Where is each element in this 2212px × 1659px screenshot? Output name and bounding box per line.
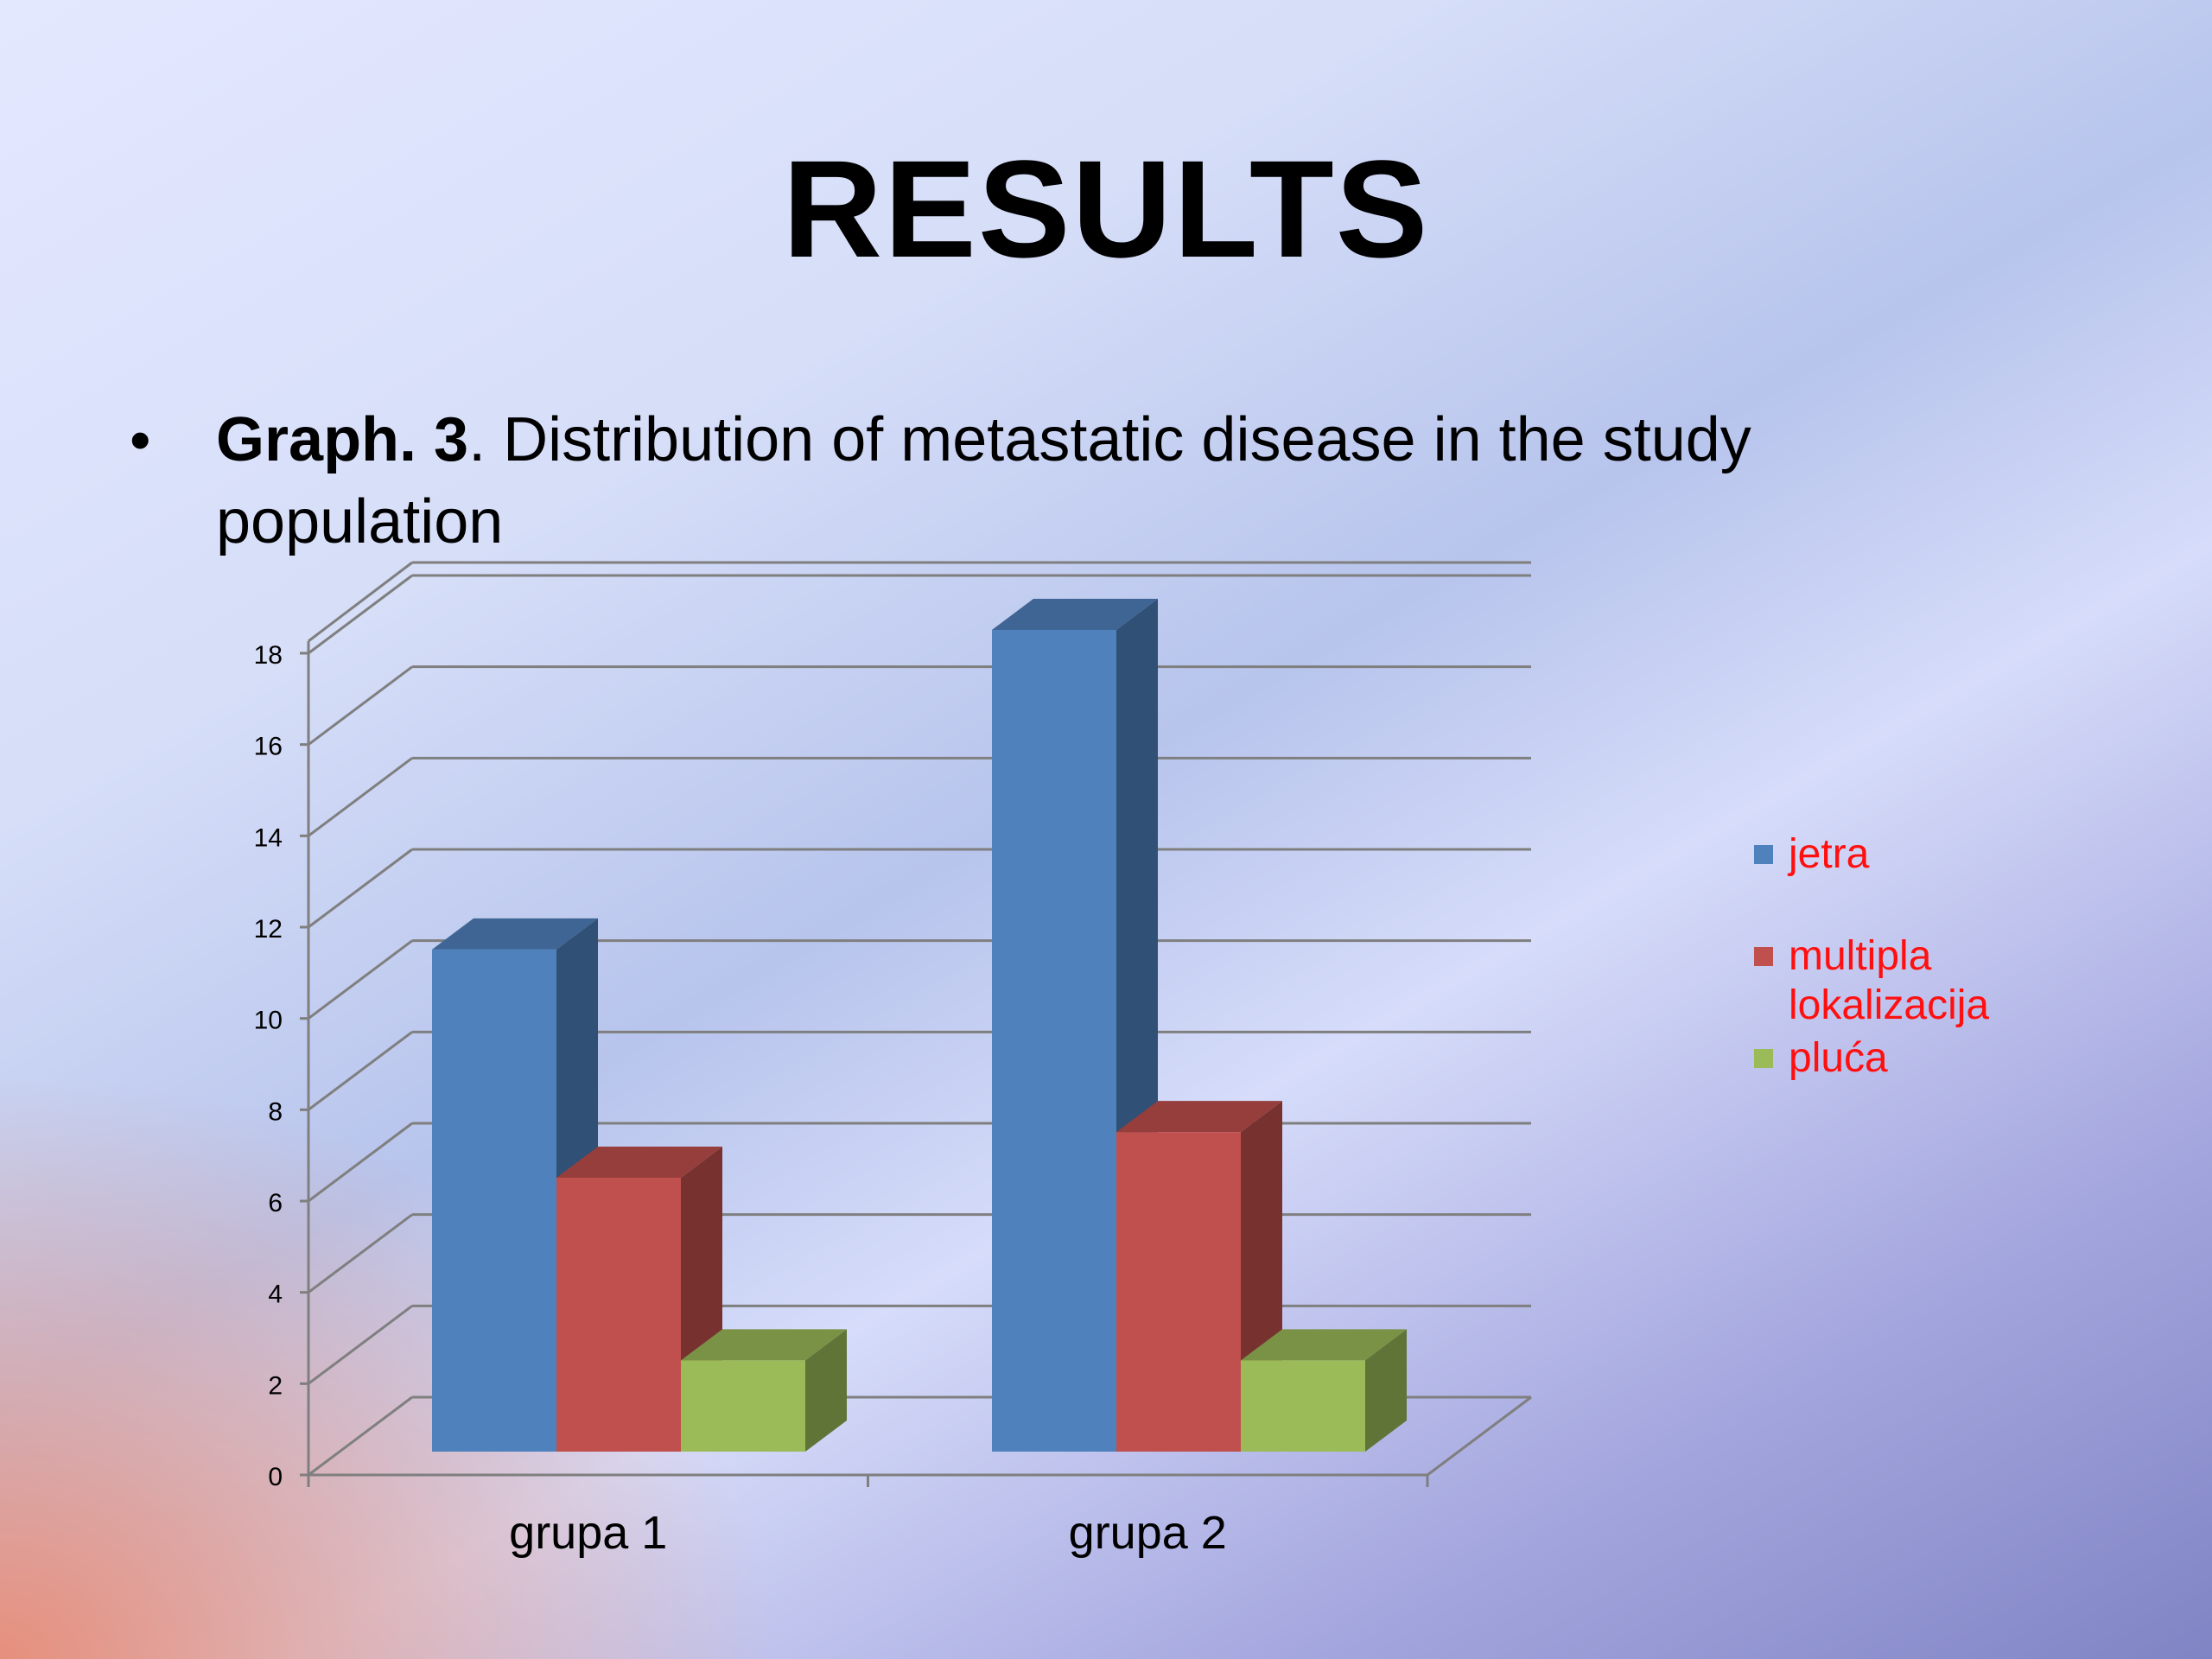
bar-top: [556, 1147, 722, 1178]
bar-side: [805, 1329, 847, 1452]
bar-top: [1116, 1101, 1282, 1133]
legend-swatch: [1754, 845, 1773, 864]
y-tick-label: 12: [254, 915, 283, 944]
x-tick-label: grupa 2: [1069, 1507, 1227, 1559]
legend-swatch: [1754, 1049, 1773, 1068]
legend-label: pluća: [1789, 1035, 1888, 1081]
y-tick-label: 6: [268, 1189, 283, 1217]
bar: [556, 1178, 681, 1452]
grid-diagonal: [308, 757, 413, 837]
y-tick-label: 2: [268, 1371, 283, 1400]
bar-top: [681, 1329, 847, 1361]
bar-top: [992, 599, 1158, 630]
grid-diagonal: [308, 1213, 413, 1294]
caption-body: . Distribution of metastatic disease in …: [216, 405, 1751, 556]
legend-label: multipla lokalizacija: [1789, 933, 1990, 1028]
bullet-caption: • Graph. 3. Distribution of metastatic d…: [130, 399, 1944, 563]
grid-diagonal: [308, 1395, 413, 1477]
slide-title: RESULTS: [782, 131, 1430, 286]
y-tick-label: 4: [268, 1281, 283, 1309]
grid-diagonal: [308, 1031, 413, 1111]
floor-edge: [1427, 1395, 1532, 1477]
grid-diagonal: [308, 665, 413, 746]
y-tick-label: 14: [254, 823, 283, 852]
caption-label: Graph. 3: [216, 405, 469, 474]
grid-diagonal: [308, 1305, 413, 1385]
bar-top: [1241, 1329, 1407, 1361]
legend-swatch: [1754, 947, 1773, 966]
y-tick-label: 8: [268, 1097, 283, 1126]
grid-diagonal: [308, 1122, 413, 1203]
y-tick-label: 0: [268, 1463, 283, 1491]
bar: [1116, 1132, 1241, 1452]
bar: [432, 949, 556, 1452]
grid-diagonal: [308, 574, 413, 655]
caption-text: Graph. 3. Distribution of metastatic dis…: [216, 399, 1944, 563]
x-tick-label: grupa 1: [509, 1507, 667, 1559]
bar: [681, 1360, 805, 1452]
bullet-marker: •: [130, 406, 151, 474]
grid-diagonal: [308, 939, 413, 1020]
bar-side: [1365, 1329, 1407, 1452]
bar: [1241, 1360, 1365, 1452]
y-tick-label: 10: [254, 1007, 283, 1035]
bar-top: [432, 918, 598, 950]
grid-diagonal: [308, 848, 413, 929]
bar: [992, 630, 1116, 1452]
y-tick-label: 16: [254, 733, 283, 761]
grid-diagonal-top: [308, 561, 413, 643]
legend-label: jetra: [1789, 831, 1870, 877]
y-tick-label: 18: [254, 641, 283, 670]
